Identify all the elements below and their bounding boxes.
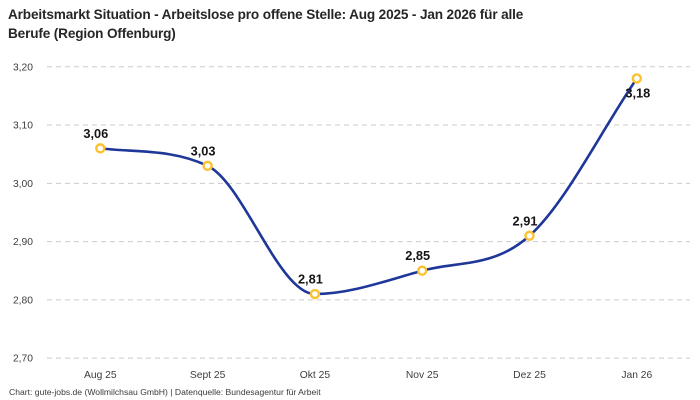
chart-credit: Chart: gute-jobs.de (Wollmilchsau GmbH) … [9, 387, 321, 397]
data-point-marker[interactable] [524, 230, 535, 241]
data-point-marker[interactable] [631, 73, 642, 84]
y-tick-label: 2,80 [13, 295, 33, 306]
x-tick-label: Aug 25 [84, 370, 117, 381]
y-tick-label: 2,70 [13, 354, 33, 365]
y-tick-label: 3,00 [13, 179, 33, 190]
trend-line [99, 77, 639, 296]
data-point-marker[interactable] [417, 265, 428, 276]
data-point-label: 3,18 [625, 85, 650, 100]
x-tick-label: Sept 25 [190, 370, 226, 381]
data-point-label: 3,06 [83, 126, 108, 141]
y-tick-label: 2,90 [13, 237, 33, 248]
x-tick-label: Okt 25 [300, 370, 331, 381]
chart-title-line1: Arbeitsmarkt Situation - Arbeitslose pro… [8, 7, 524, 22]
data-point-label: 2,91 [513, 213, 538, 228]
x-tick-label: Jan 26 [621, 370, 652, 381]
data-point-marker[interactable] [202, 160, 213, 172]
data-point-label: 2,85 [405, 248, 430, 263]
chart-title: Arbeitsmarkt Situation - Arbeitslose pro… [8, 6, 668, 43]
y-tick-label: 3,20 [13, 62, 33, 73]
x-tick-label: Nov 25 [406, 370, 439, 381]
y-tick-label: 3,10 [13, 121, 33, 132]
x-tick-label: Dez 25 [513, 370, 546, 381]
data-point-marker[interactable] [309, 288, 321, 300]
data-point-marker[interactable] [95, 143, 106, 154]
data-point-label: 3,03 [191, 143, 216, 158]
data-point-label: 2,81 [298, 272, 323, 287]
chart-title-line2: Berufe (Region Offenburg) [8, 25, 176, 41]
